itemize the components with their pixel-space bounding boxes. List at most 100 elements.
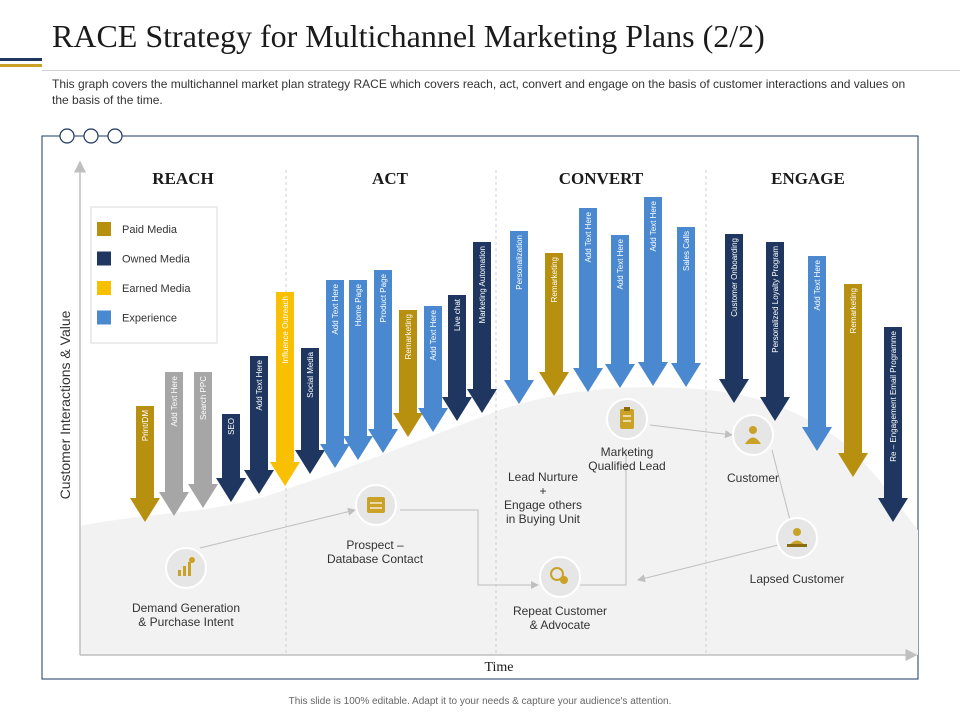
page-title: RACE Strategy for Multichannel Marketing… — [52, 18, 765, 54]
stage-node-repeat: Repeat Customer& Advocate — [513, 556, 607, 632]
channel-arrow: Search PPC — [188, 372, 218, 508]
arrow-shape — [878, 327, 908, 522]
legend-swatch — [97, 222, 111, 236]
channel-arrow: Add Text Here — [320, 280, 350, 468]
legend-item: Owned Media — [97, 251, 191, 266]
arrow-label: Add Text Here — [429, 309, 438, 360]
y-axis-label: Customer Interactions & Value — [57, 310, 73, 499]
phase-convert: CONVERT — [559, 169, 644, 188]
channel-arrow: Product Page — [368, 270, 398, 453]
decor-line-gold — [0, 64, 42, 67]
arrow-shape — [188, 372, 218, 508]
legend-swatch — [97, 310, 111, 325]
decor-line-navy — [0, 58, 42, 61]
arrow-label: Re – Engagement Email Programme — [889, 330, 898, 461]
channel-arrow: Add Text Here — [573, 208, 603, 392]
arrow-label: Add Text Here — [616, 238, 625, 289]
arrow-shape — [159, 372, 189, 516]
phase-act: ACT — [372, 169, 409, 188]
arrow-shape — [343, 280, 373, 460]
legend-label: Experience — [122, 313, 177, 325]
node-label: & Purchase Intent — [138, 615, 234, 629]
channel-arrow: Influence Outreach — [270, 292, 300, 486]
channel-arrow: Remarketing — [539, 253, 569, 396]
node-label: Engage others — [504, 498, 582, 512]
node-label: in Buying Unit — [506, 512, 581, 526]
node-label: Lapsed Customer — [750, 572, 845, 586]
arrow-shape — [418, 306, 448, 432]
arrow-shape — [320, 280, 350, 468]
node-label: Prospect – — [346, 538, 404, 552]
node-label: & Advocate — [530, 618, 591, 632]
arrow-label: Add Text Here — [170, 375, 179, 426]
legend-item: Earned Media — [97, 281, 191, 295]
stage-node-prospect: Prospect –Database Contact — [327, 484, 424, 566]
arrow-shape — [368, 270, 398, 453]
arrow-shape — [130, 406, 160, 522]
arrow-shape — [216, 414, 246, 502]
page-description: This graph covers the multichannel marke… — [52, 77, 906, 107]
node-circle — [776, 517, 818, 559]
channel-arrow: Add Text Here — [605, 235, 635, 388]
channel-arrow: Add Text Here — [802, 256, 832, 451]
arrow-label: Marketing Automation — [478, 246, 487, 323]
legend-label: Owned Media — [122, 254, 191, 266]
channel-arrow: Live chat — [442, 295, 472, 421]
arrow-label: Add Text Here — [813, 259, 822, 310]
arrow-shape — [295, 348, 325, 474]
arrow-label: Home Page — [354, 283, 363, 326]
arrow-shape — [573, 208, 603, 392]
stage-node-lapsed: Lapsed Customer — [750, 517, 845, 586]
x-axis-label: Time — [484, 660, 513, 675]
value-curve-area — [80, 387, 918, 655]
channel-arrow: Remarketing — [393, 310, 423, 437]
arrow-label: Add Text Here — [331, 283, 340, 334]
phase-engage: ENGAGE — [771, 169, 845, 188]
arrow-label: Social Media — [306, 351, 315, 397]
arrow-label: Add Text Here — [584, 211, 593, 262]
channel-arrow: Print/DM — [130, 406, 160, 522]
arrow-label: Search PPC — [199, 376, 208, 420]
arrow-label: SEO — [227, 418, 236, 435]
frame-circles-decoration — [59, 128, 123, 144]
arrow-shape — [638, 197, 668, 386]
arrow-label: Add Text Here — [649, 200, 658, 251]
arrow-label: Customer Onboarding — [730, 238, 739, 317]
arrow-label: Remarketing — [550, 257, 559, 302]
arrow-label: Add Text Here — [255, 359, 264, 410]
arrow-shape — [244, 356, 274, 494]
channel-arrow: Personalization — [504, 231, 534, 404]
stage-node-customer: Customer — [727, 414, 779, 485]
stage-nodes: Demand Generation& Purchase Intent Prospe… — [132, 398, 845, 632]
channel-arrow: Personalized Loyalty Program — [760, 242, 790, 421]
database-icon — [367, 497, 385, 513]
stage-node-demand: Demand Generation& Purchase Intent — [132, 547, 240, 629]
legend-label: Paid Media — [122, 224, 178, 236]
phase-reach: REACH — [152, 169, 213, 188]
x-axis-label-bg — [470, 656, 528, 676]
arrow-label: Personalized Loyalty Program — [771, 246, 780, 353]
channel-arrow: Re – Engagement Email Programme — [878, 327, 908, 522]
advocate-icon — [550, 567, 568, 584]
arrow-label: Personalization — [515, 235, 524, 290]
channel-arrow: Sales Calls — [671, 227, 701, 387]
arrow-shape — [539, 253, 569, 396]
arrow-label: Influence Outreach — [281, 296, 290, 364]
arrow-shape — [467, 242, 497, 413]
clipboard-icon — [620, 407, 634, 429]
arrow-shape — [760, 242, 790, 421]
arrow-shape — [802, 256, 832, 451]
customer-icon — [745, 426, 761, 444]
node-label: Marketing — [601, 445, 654, 459]
connectors — [199, 424, 791, 589]
channel-arrow: Add Text Here — [159, 372, 189, 516]
legend-label: Earned Media — [122, 283, 191, 295]
legend: Paid Media Owned Media Earned Media Experie… — [90, 206, 218, 344]
legend-item: Experience — [97, 310, 177, 325]
channel-arrow: Social Media — [295, 348, 325, 474]
channel-arrow: Home Page — [343, 280, 373, 460]
node-circle — [539, 556, 581, 598]
